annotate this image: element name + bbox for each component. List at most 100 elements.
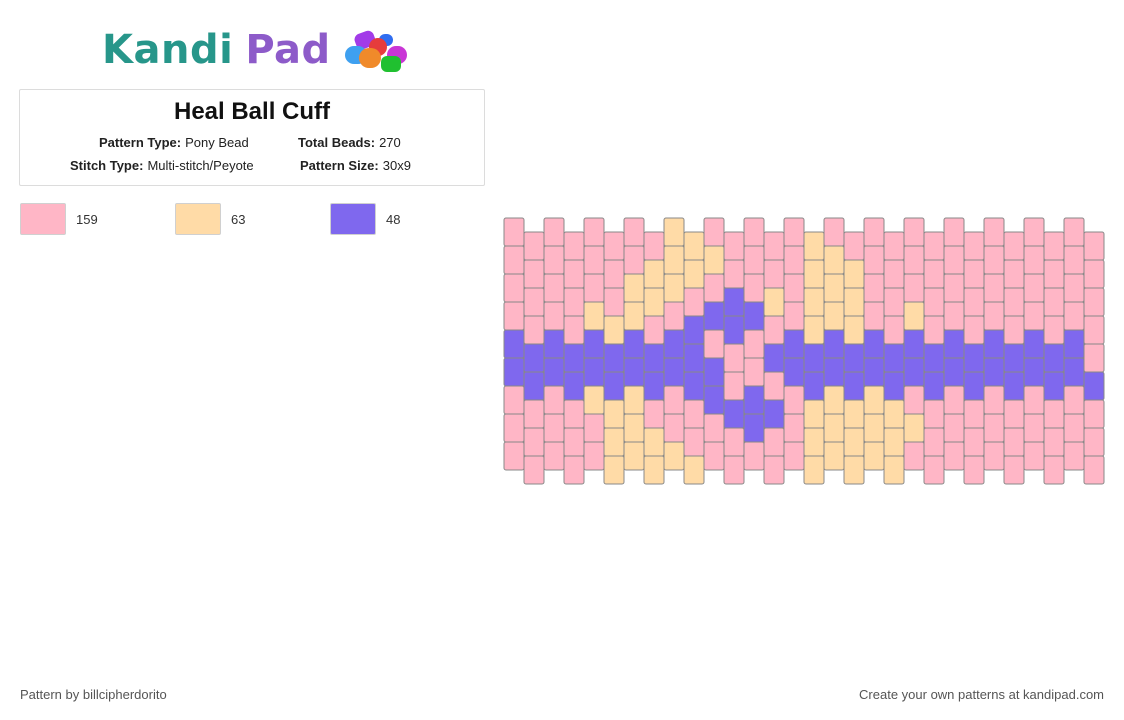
bead [603,399,625,429]
stitch-type: Stitch Type: Multi-stitch/Peyote [70,158,254,173]
pink-count: 159 [76,211,98,227]
bead [783,357,805,387]
bead [863,329,885,359]
bead [1023,441,1045,471]
bead [743,329,765,359]
bead [1083,231,1105,261]
bead [1063,301,1085,331]
bead [983,217,1005,247]
bead [883,259,905,289]
bead [623,217,645,247]
bead [583,217,605,247]
bead [923,399,945,429]
bead [843,287,865,317]
bead [1083,455,1105,485]
bead [1063,329,1085,359]
bead [763,455,785,485]
bead [603,371,625,401]
bead [723,343,745,373]
bead [643,287,665,317]
bead [1003,231,1025,261]
bead [923,427,945,457]
bead [743,441,765,471]
bead [963,343,985,373]
bead [683,427,705,457]
bead [943,441,965,471]
bead [783,441,805,471]
bead [843,343,865,373]
bead [743,357,765,387]
bead [643,343,665,373]
bead [723,287,745,317]
kandipad-logo[interactable]: Kandi Pad [102,24,421,76]
bead [1043,427,1065,457]
bead [903,329,925,359]
bead [743,301,765,331]
bead [1043,231,1065,261]
logo-kandi-text: Kandi [102,27,234,73]
bead [1023,301,1045,331]
pattern-info-card: Heal Ball Cuff Pattern Type: Pony Bead To… [19,89,485,186]
bead [923,371,945,401]
bead [1003,259,1025,289]
bead [843,427,865,457]
bead [1063,357,1085,387]
bead [943,357,965,387]
kandipad-link[interactable]: Create your own patterns at kandipad.com [859,687,1104,702]
bead [623,301,645,331]
bead [523,455,545,485]
stitch-type-label: Stitch Type: [70,158,144,173]
bead [543,385,565,415]
bead [683,231,705,261]
bead [963,399,985,429]
bead [583,245,605,275]
bead [903,413,925,443]
bead [1063,245,1085,275]
bead [643,315,665,345]
bead [903,273,925,303]
bead [883,287,905,317]
bead [583,301,605,331]
bead [523,259,545,289]
bead [703,245,725,275]
bead [663,329,685,359]
bead [543,273,565,303]
bead [843,399,865,429]
bead [983,329,1005,359]
bead [823,329,845,359]
bead [923,231,945,261]
bead [1083,371,1105,401]
bead [663,301,685,331]
bead [1023,329,1045,359]
bead [503,217,525,247]
pattern-size: Pattern Size: 30x9 [300,158,411,173]
bead [783,385,805,415]
bead [783,413,805,443]
bead [983,301,1005,331]
pattern-size-label: Pattern Size: [300,158,379,173]
bead [863,217,885,247]
bead [703,413,725,443]
legend-item-cream: 63 [175,203,245,235]
bead [1083,427,1105,457]
bead [563,343,585,373]
bead [663,441,685,471]
bead [623,245,645,275]
bead [883,427,905,457]
bead [503,413,525,443]
bead [803,455,825,485]
bead [503,245,525,275]
bead [623,413,645,443]
bead [843,259,865,289]
bead [963,259,985,289]
bead [703,217,725,247]
bead [723,399,745,429]
bead [803,315,825,345]
bead [963,315,985,345]
bead [863,273,885,303]
bead [703,385,725,415]
bead [683,399,705,429]
bead [643,399,665,429]
bead [903,217,925,247]
bead [1023,413,1045,443]
